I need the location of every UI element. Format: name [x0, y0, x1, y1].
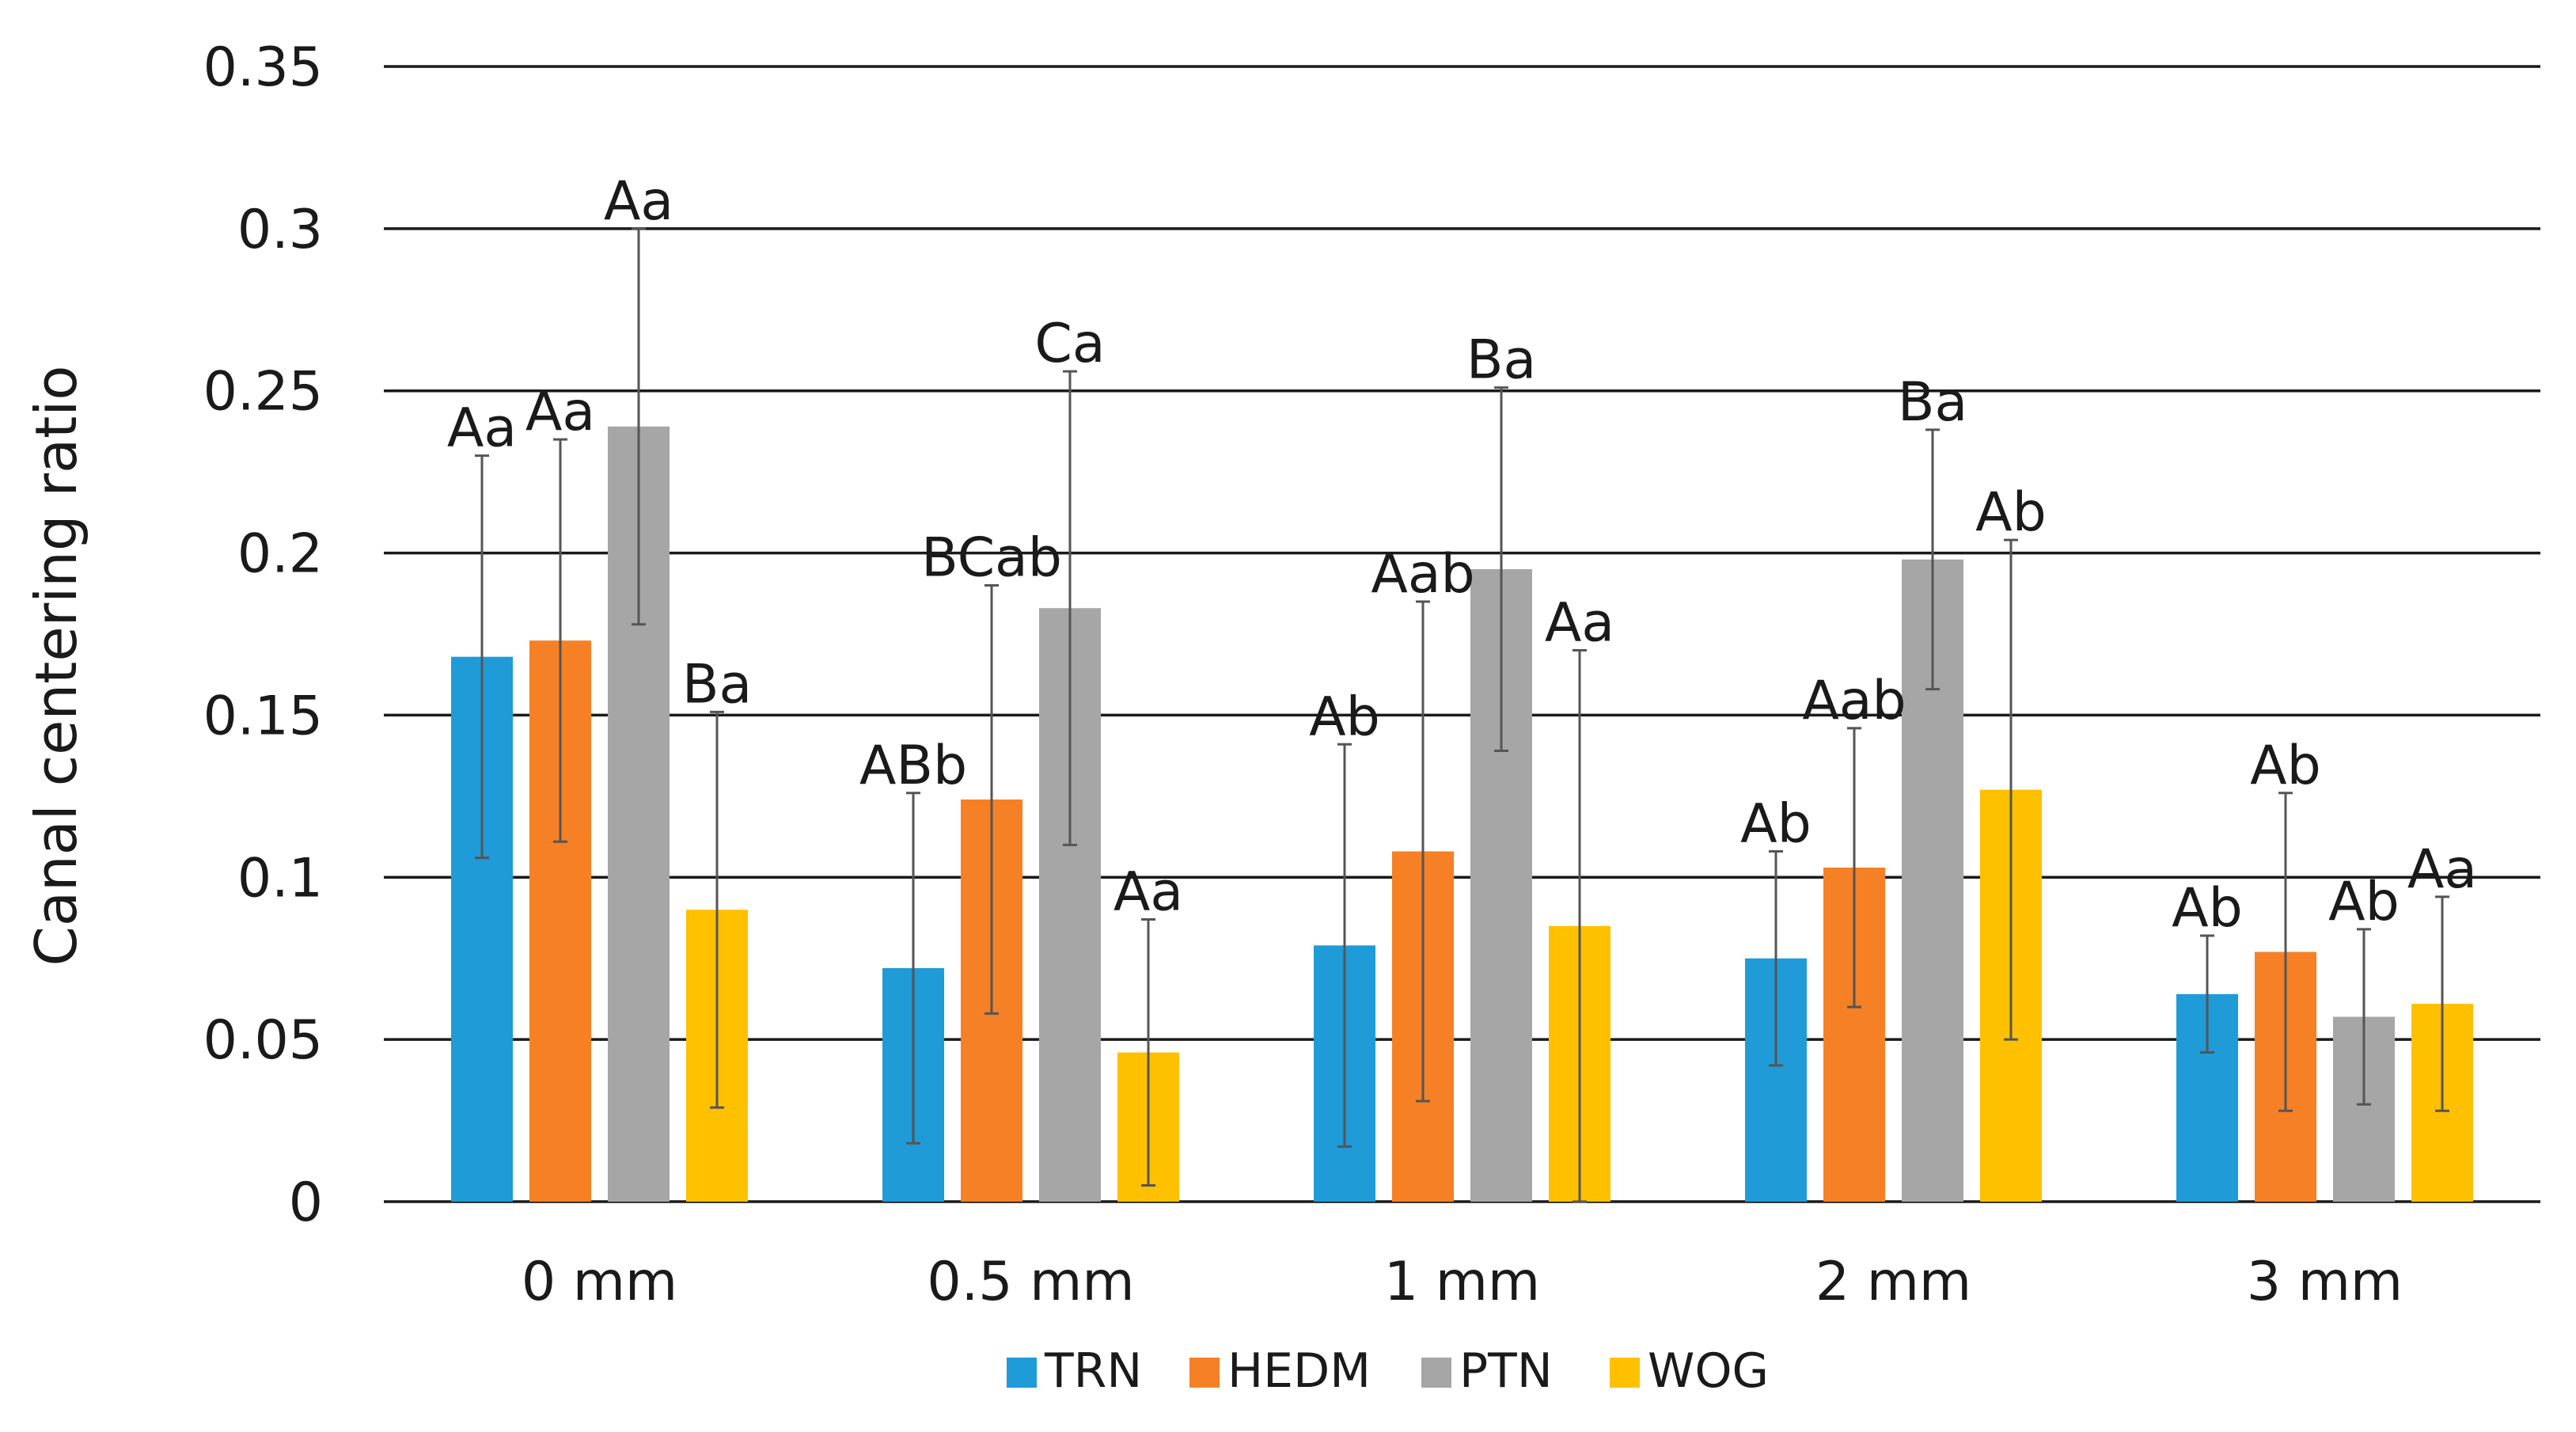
significance-label: Ab: [1740, 793, 1812, 856]
significance-label: Ba: [1466, 329, 1536, 392]
significance-label: Aa: [1545, 591, 1614, 654]
significance-label: BCab: [921, 527, 1062, 590]
y-tick-label: 0: [289, 1172, 323, 1234]
significance-label: Aa: [1113, 861, 1183, 924]
significance-label: Aa: [2407, 838, 2477, 901]
significance-label: Aa: [604, 170, 673, 233]
significance-label: Ab: [1975, 481, 2047, 544]
significance-label: Aab: [1371, 543, 1474, 606]
y-tick-label: 0.3: [237, 199, 323, 261]
x-category-label: 1 mm: [1384, 1251, 1540, 1313]
significance-label: ABb: [859, 735, 967, 797]
significance-label: Aa: [447, 397, 517, 460]
significance-label: Aab: [1802, 670, 1906, 732]
legend-swatch-wog: [1610, 1358, 1640, 1388]
significance-label: Ba: [1898, 371, 1967, 434]
legend-label-trn: TRN: [1044, 1343, 1142, 1399]
significance-label: Ba: [682, 653, 752, 716]
y-tick-label: 0.2: [237, 523, 323, 586]
x-category-label: 3 mm: [2247, 1251, 2403, 1313]
y-tick-label: 0.15: [203, 685, 323, 747]
legend-label-hedm: HEDM: [1227, 1343, 1371, 1399]
significance-label: Aa: [525, 381, 595, 443]
y-tick-label: 0.05: [203, 1009, 323, 1072]
significance-label: Ab: [1309, 686, 1380, 748]
significance-label: Ab: [2250, 735, 2321, 797]
legend-swatch-ptn: [1421, 1358, 1451, 1388]
y-tick-label: 0.35: [203, 36, 323, 99]
legend-label-wog: WOG: [1648, 1343, 1769, 1399]
x-category-label: 0.5 mm: [927, 1251, 1134, 1313]
significance-label: Ab: [2328, 871, 2400, 933]
x-category-label: 0 mm: [522, 1251, 677, 1313]
legend-swatch-hedm: [1189, 1358, 1220, 1388]
legend-swatch-trn: [1007, 1358, 1037, 1388]
x-category-label: 2 mm: [1815, 1251, 1971, 1313]
y-axis-title: Canal centering ratio: [23, 366, 89, 967]
y-tick-label: 0.25: [203, 361, 323, 424]
significance-label: Ca: [1034, 313, 1105, 375]
y-tick-label: 0.1: [237, 847, 323, 910]
significance-label: Ab: [2172, 877, 2243, 940]
legend-label-ptn: PTN: [1459, 1343, 1553, 1399]
